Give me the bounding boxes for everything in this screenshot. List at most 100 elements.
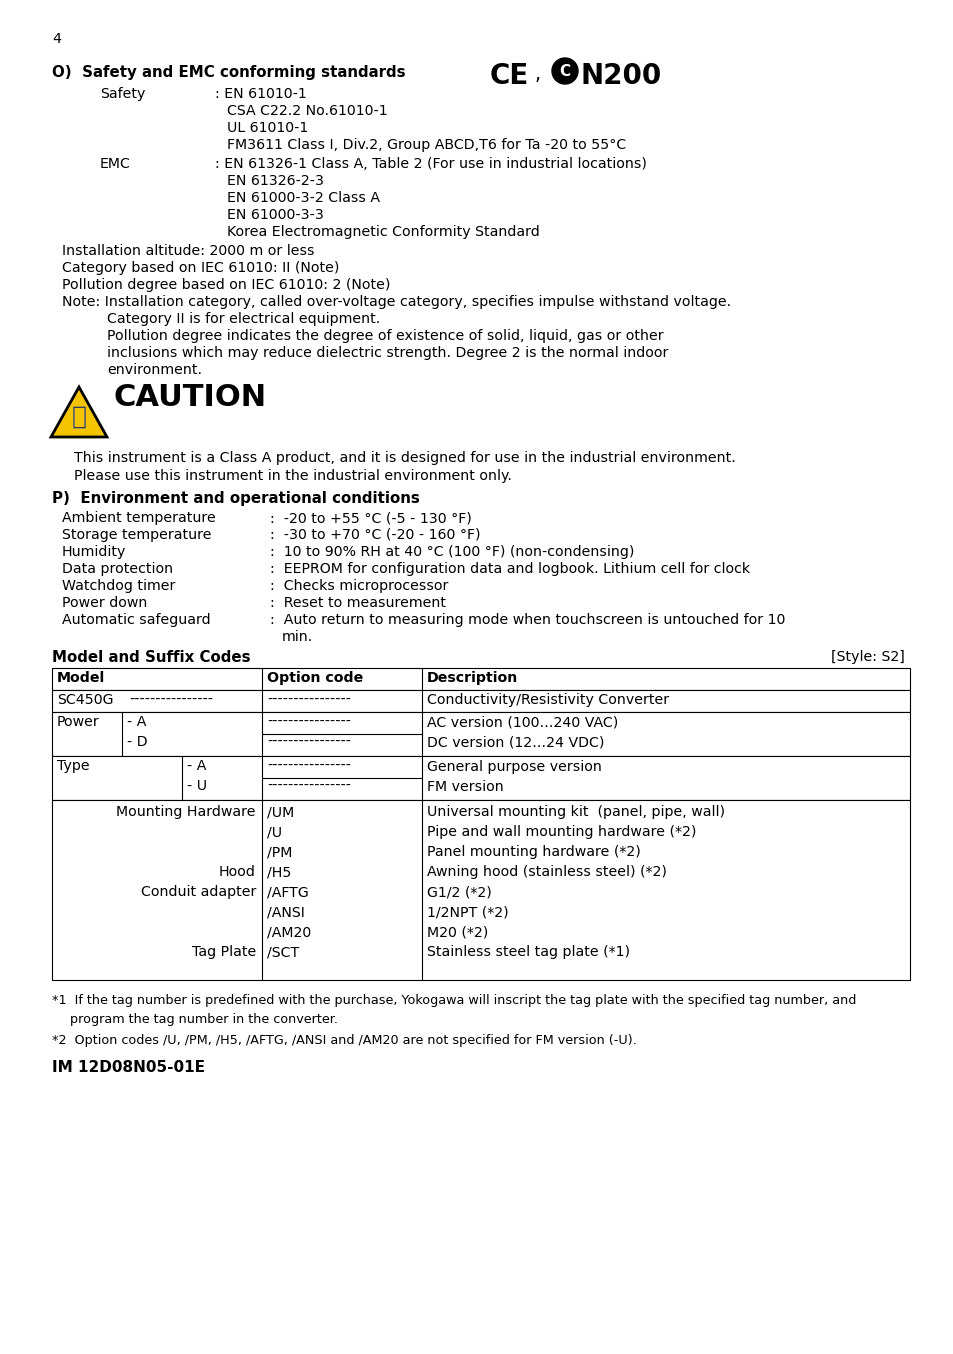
Text: - U: - U <box>187 779 207 793</box>
Text: *2  Option codes /U, /PM, /H5, /AFTG, /ANSI and /AM20 are not specified for FM v: *2 Option codes /U, /PM, /H5, /AFTG, /AN… <box>52 1034 636 1047</box>
Text: FM version: FM version <box>427 780 503 793</box>
Text: Ambient temperature: Ambient temperature <box>62 510 215 525</box>
Text: /AM20: /AM20 <box>267 925 311 940</box>
Text: CAUTION: CAUTION <box>113 383 267 412</box>
Text: SC450G: SC450G <box>57 693 113 707</box>
Text: Power down: Power down <box>62 596 147 611</box>
Text: Description: Description <box>427 672 517 685</box>
Circle shape <box>552 58 578 84</box>
Bar <box>52 668 909 691</box>
Text: Model: Model <box>57 672 105 685</box>
Text: Note: Installation category, called over-voltage category, specifies impulse wit: Note: Installation category, called over… <box>62 295 730 309</box>
Text: Option code: Option code <box>267 672 363 685</box>
Bar <box>52 800 909 980</box>
Text: This instrument is a Class A product, and it is designed for use in the industri: This instrument is a Class A product, an… <box>74 451 735 464</box>
Text: FM3611 Class I, Div.2, Group ABCD,T6 for Ta -20 to 55°C: FM3611 Class I, Div.2, Group ABCD,T6 for… <box>227 138 625 152</box>
Text: General purpose version: General purpose version <box>427 760 601 774</box>
Text: P)  Environment and operational conditions: P) Environment and operational condition… <box>52 492 419 506</box>
Text: Power: Power <box>57 715 100 728</box>
Text: Storage temperature: Storage temperature <box>62 528 212 542</box>
Text: Humidity: Humidity <box>62 546 126 559</box>
Text: DC version (12…24 VDC): DC version (12…24 VDC) <box>427 735 604 749</box>
Text: Tag Plate: Tag Plate <box>192 945 255 959</box>
Text: *1  If the tag number is predefined with the purchase, Yokogawa will inscript th: *1 If the tag number is predefined with … <box>52 994 856 1007</box>
Text: :  10 to 90% RH at 40 °C (100 °F) (non-condensing): : 10 to 90% RH at 40 °C (100 °F) (non-co… <box>270 546 634 559</box>
Text: - D: - D <box>127 735 148 749</box>
Text: Awning hood (stainless steel) (*2): Awning hood (stainless steel) (*2) <box>427 865 666 879</box>
Text: Pipe and wall mounting hardware (*2): Pipe and wall mounting hardware (*2) <box>427 825 696 839</box>
Text: 1/2NPT (*2): 1/2NPT (*2) <box>427 904 508 919</box>
Text: M20 (*2): M20 (*2) <box>427 925 488 940</box>
Text: N200: N200 <box>580 62 661 89</box>
Text: EMC: EMC <box>100 157 131 171</box>
Text: : EN 61326-1 Class A, Table 2 (For use in industrial locations): : EN 61326-1 Class A, Table 2 (For use i… <box>214 157 646 171</box>
Text: Please use this instrument in the industrial environment only.: Please use this instrument in the indust… <box>74 468 512 483</box>
Text: /H5: /H5 <box>267 865 291 879</box>
Text: ✋: ✋ <box>71 405 87 429</box>
Text: Data protection: Data protection <box>62 562 172 575</box>
Text: Type: Type <box>57 760 90 773</box>
Text: min.: min. <box>282 630 313 645</box>
Text: EN 61000-3-3: EN 61000-3-3 <box>227 209 323 222</box>
Text: 4: 4 <box>52 32 61 46</box>
Text: ,: , <box>535 65 540 84</box>
Text: Conduit adapter: Conduit adapter <box>140 886 255 899</box>
Text: EN 61000-3-2 Class A: EN 61000-3-2 Class A <box>227 191 379 204</box>
Bar <box>52 712 909 756</box>
Text: environment.: environment. <box>107 363 202 376</box>
Text: ----------------: ---------------- <box>267 760 351 773</box>
Text: [Style: S2]: [Style: S2] <box>830 650 904 663</box>
Text: IM 12D08N05-01E: IM 12D08N05-01E <box>52 1060 205 1075</box>
Text: /SCT: /SCT <box>267 945 299 959</box>
Text: ----------------: ---------------- <box>267 735 351 749</box>
Text: - A: - A <box>127 715 146 728</box>
Text: ----------------: ---------------- <box>129 693 213 707</box>
Text: Category II is for electrical equipment.: Category II is for electrical equipment. <box>107 311 380 326</box>
Text: :  Checks microprocessor: : Checks microprocessor <box>270 580 448 593</box>
Text: CE: CE <box>490 62 529 89</box>
Text: program the tag number in the converter.: program the tag number in the converter. <box>70 1013 337 1026</box>
Text: Mounting Hardware: Mounting Hardware <box>116 806 255 819</box>
Text: Safety: Safety <box>100 87 145 102</box>
Text: O)  Safety and EMC conforming standards: O) Safety and EMC conforming standards <box>52 65 405 80</box>
Text: ✋: ✋ <box>71 405 87 429</box>
Text: Panel mounting hardware (*2): Panel mounting hardware (*2) <box>427 845 640 858</box>
Text: /AFTG: /AFTG <box>267 886 309 899</box>
Text: Automatic safeguard: Automatic safeguard <box>62 613 211 627</box>
Text: ----------------: ---------------- <box>267 715 351 728</box>
Text: Pollution degree indicates the degree of existence of solid, liquid, gas or othe: Pollution degree indicates the degree of… <box>107 329 663 343</box>
Text: C: C <box>558 64 570 79</box>
Text: G1/2 (*2): G1/2 (*2) <box>427 886 491 899</box>
Polygon shape <box>51 387 107 437</box>
Text: Universal mounting kit  (panel, pipe, wall): Universal mounting kit (panel, pipe, wal… <box>427 806 724 819</box>
Text: Model and Suffix Codes: Model and Suffix Codes <box>52 650 251 665</box>
Text: ----------------: ---------------- <box>267 779 351 793</box>
Text: Hood: Hood <box>219 865 255 879</box>
Bar <box>52 756 909 800</box>
Text: CSA C22.2 No.61010-1: CSA C22.2 No.61010-1 <box>227 104 387 118</box>
Text: :  -30 to +70 °C (-20 - 160 °F): : -30 to +70 °C (-20 - 160 °F) <box>270 528 480 542</box>
Text: /ANSI: /ANSI <box>267 904 305 919</box>
Text: /PM: /PM <box>267 845 292 858</box>
Text: - A: - A <box>187 760 206 773</box>
Text: :  Reset to measurement: : Reset to measurement <box>270 596 446 611</box>
Text: Installation altitude: 2000 m or less: Installation altitude: 2000 m or less <box>62 244 314 259</box>
Text: ----------------: ---------------- <box>267 693 351 707</box>
Text: EN 61326-2-3: EN 61326-2-3 <box>227 175 324 188</box>
Text: UL 61010-1: UL 61010-1 <box>227 121 308 135</box>
Text: /UM: /UM <box>267 806 294 819</box>
Text: Watchdog timer: Watchdog timer <box>62 580 175 593</box>
Text: Korea Electromagnetic Conformity Standard: Korea Electromagnetic Conformity Standar… <box>227 225 539 240</box>
Text: inclusions which may reduce dielectric strength. Degree 2 is the normal indoor: inclusions which may reduce dielectric s… <box>107 347 668 360</box>
Bar <box>52 691 909 712</box>
Text: Category based on IEC 61010: II (Note): Category based on IEC 61010: II (Note) <box>62 261 339 275</box>
Text: AC version (100…240 VAC): AC version (100…240 VAC) <box>427 715 618 728</box>
Text: : EN 61010-1: : EN 61010-1 <box>214 87 307 102</box>
Text: :  EEPROM for configuration data and logbook. Lithium cell for clock: : EEPROM for configuration data and logb… <box>270 562 749 575</box>
Text: /U: /U <box>267 825 282 839</box>
Text: Stainless steel tag plate (*1): Stainless steel tag plate (*1) <box>427 945 629 959</box>
Text: :  -20 to +55 °C (-5 - 130 °F): : -20 to +55 °C (-5 - 130 °F) <box>270 510 471 525</box>
Text: Conductivity/Resistivity Converter: Conductivity/Resistivity Converter <box>427 693 668 707</box>
Text: Pollution degree based on IEC 61010: 2 (Note): Pollution degree based on IEC 61010: 2 (… <box>62 278 390 292</box>
Text: :  Auto return to measuring mode when touchscreen is untouched for 10: : Auto return to measuring mode when tou… <box>270 613 784 627</box>
